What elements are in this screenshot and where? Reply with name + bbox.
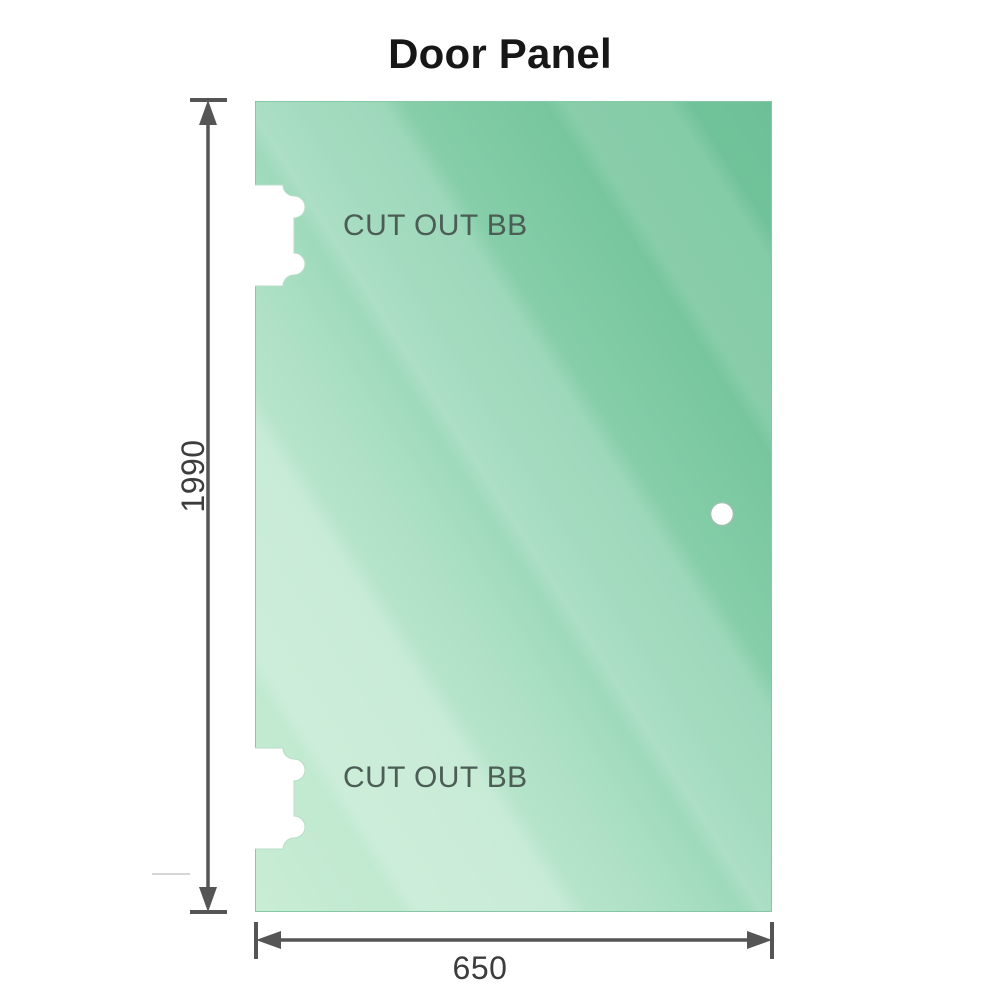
cutout-bb-top[interactable]	[255, 184, 306, 287]
handle-hole[interactable]	[709, 501, 735, 527]
cutout-bb-bottom[interactable]	[255, 747, 306, 850]
page-title: Door Panel	[388, 30, 612, 77]
dimension-width-label: 650	[452, 950, 508, 986]
arrow-right	[747, 931, 772, 949]
panel-outline	[255, 101, 772, 912]
cutout-label-bottom: CUT OUT BB	[343, 761, 528, 794]
glass-door-panel	[255, 101, 772, 912]
arrow-left	[256, 931, 281, 949]
dimension-height-label: 1990	[175, 439, 211, 513]
arrow-down	[199, 887, 217, 912]
arrow-up	[199, 100, 217, 125]
cutout-label-top: CUT OUT BB	[343, 209, 528, 242]
panel-graphic	[255, 101, 772, 912]
